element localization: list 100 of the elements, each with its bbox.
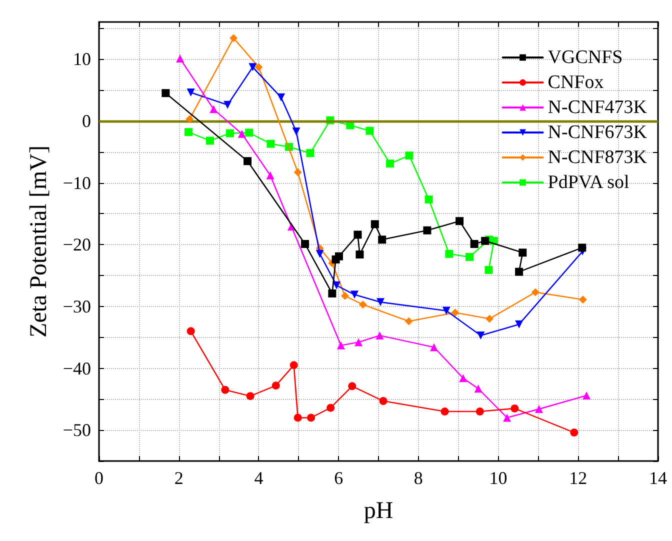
point <box>376 331 384 340</box>
point <box>292 127 300 136</box>
point <box>405 152 414 160</box>
point <box>535 405 544 414</box>
point <box>386 160 394 168</box>
legend-label: N-CNF673K <box>548 122 648 143</box>
point <box>230 34 238 42</box>
x-tick-label: 2 <box>174 468 184 488</box>
point <box>404 317 413 326</box>
point <box>515 268 524 276</box>
point <box>336 341 345 350</box>
point <box>578 244 586 252</box>
point <box>245 128 254 137</box>
point <box>378 236 386 244</box>
point <box>578 296 587 304</box>
point <box>254 63 263 72</box>
point <box>354 338 363 346</box>
point <box>186 88 195 96</box>
point <box>354 230 362 239</box>
point <box>266 140 275 148</box>
y-tick-label: −10 <box>62 172 91 193</box>
point <box>226 129 234 138</box>
point <box>582 391 591 400</box>
point <box>356 250 364 258</box>
point <box>451 308 460 317</box>
point <box>294 168 302 176</box>
point <box>294 414 302 422</box>
point <box>316 250 324 258</box>
point <box>238 130 246 138</box>
point <box>476 408 484 416</box>
x-tick-label: 4 <box>254 468 264 488</box>
point <box>306 149 314 158</box>
point <box>358 300 367 309</box>
point <box>328 289 336 298</box>
y-tick-label: −20 <box>62 234 91 255</box>
point <box>206 136 214 145</box>
y-tick-label: −40 <box>62 358 91 378</box>
x-tick-label: 6 <box>334 468 344 488</box>
x-tick-label: 10 <box>489 468 508 488</box>
point <box>340 292 349 300</box>
point <box>445 250 454 258</box>
point <box>184 128 192 136</box>
point <box>440 408 449 416</box>
point <box>570 428 578 437</box>
point <box>470 240 478 248</box>
point <box>370 220 379 228</box>
legend-label: N-CNF473K <box>548 97 648 118</box>
x-tick-label: 0 <box>94 468 104 488</box>
point <box>466 252 474 261</box>
y-tick-label: −50 <box>62 420 91 440</box>
point <box>510 404 519 412</box>
point <box>366 126 374 135</box>
point <box>376 298 384 306</box>
point <box>476 331 485 340</box>
point <box>272 382 280 390</box>
point <box>332 281 341 290</box>
point <box>248 63 257 72</box>
point <box>162 89 170 98</box>
point <box>186 327 195 336</box>
legend-label: CNFox <box>548 72 604 93</box>
point <box>424 195 433 204</box>
point <box>503 414 512 422</box>
point <box>290 361 298 370</box>
point <box>307 414 316 422</box>
legend-label: PdPVA sol <box>548 172 630 193</box>
point <box>301 240 310 248</box>
y-tick-label: −30 <box>62 296 91 316</box>
x-axis-title: pH <box>364 498 394 524</box>
point <box>350 290 359 299</box>
point <box>484 266 493 274</box>
point <box>266 171 274 180</box>
y-tick-label: 0 <box>82 110 91 131</box>
point <box>481 236 490 245</box>
point <box>334 252 343 260</box>
point <box>474 384 482 393</box>
x-tick-label: 14 <box>649 468 667 488</box>
x-tick-label: 12 <box>569 468 588 488</box>
point <box>515 320 524 328</box>
point <box>531 288 540 296</box>
point <box>518 248 527 257</box>
legend-label: N-CNF873K <box>548 147 648 168</box>
point <box>348 382 356 390</box>
point <box>459 374 468 382</box>
point <box>221 386 230 394</box>
point <box>379 397 388 406</box>
point <box>210 105 218 114</box>
y-axis-title: Zeta Potential [mV] <box>26 146 52 338</box>
point <box>224 100 232 109</box>
point <box>442 306 450 315</box>
point <box>430 343 438 352</box>
point <box>186 115 194 124</box>
x-tick-label: 8 <box>414 468 423 488</box>
point <box>176 54 184 62</box>
point <box>246 392 254 400</box>
y-tick-label: 10 <box>73 49 91 70</box>
point <box>486 314 494 323</box>
point <box>326 404 335 412</box>
point <box>456 217 464 226</box>
point <box>244 157 252 166</box>
point <box>423 226 432 234</box>
